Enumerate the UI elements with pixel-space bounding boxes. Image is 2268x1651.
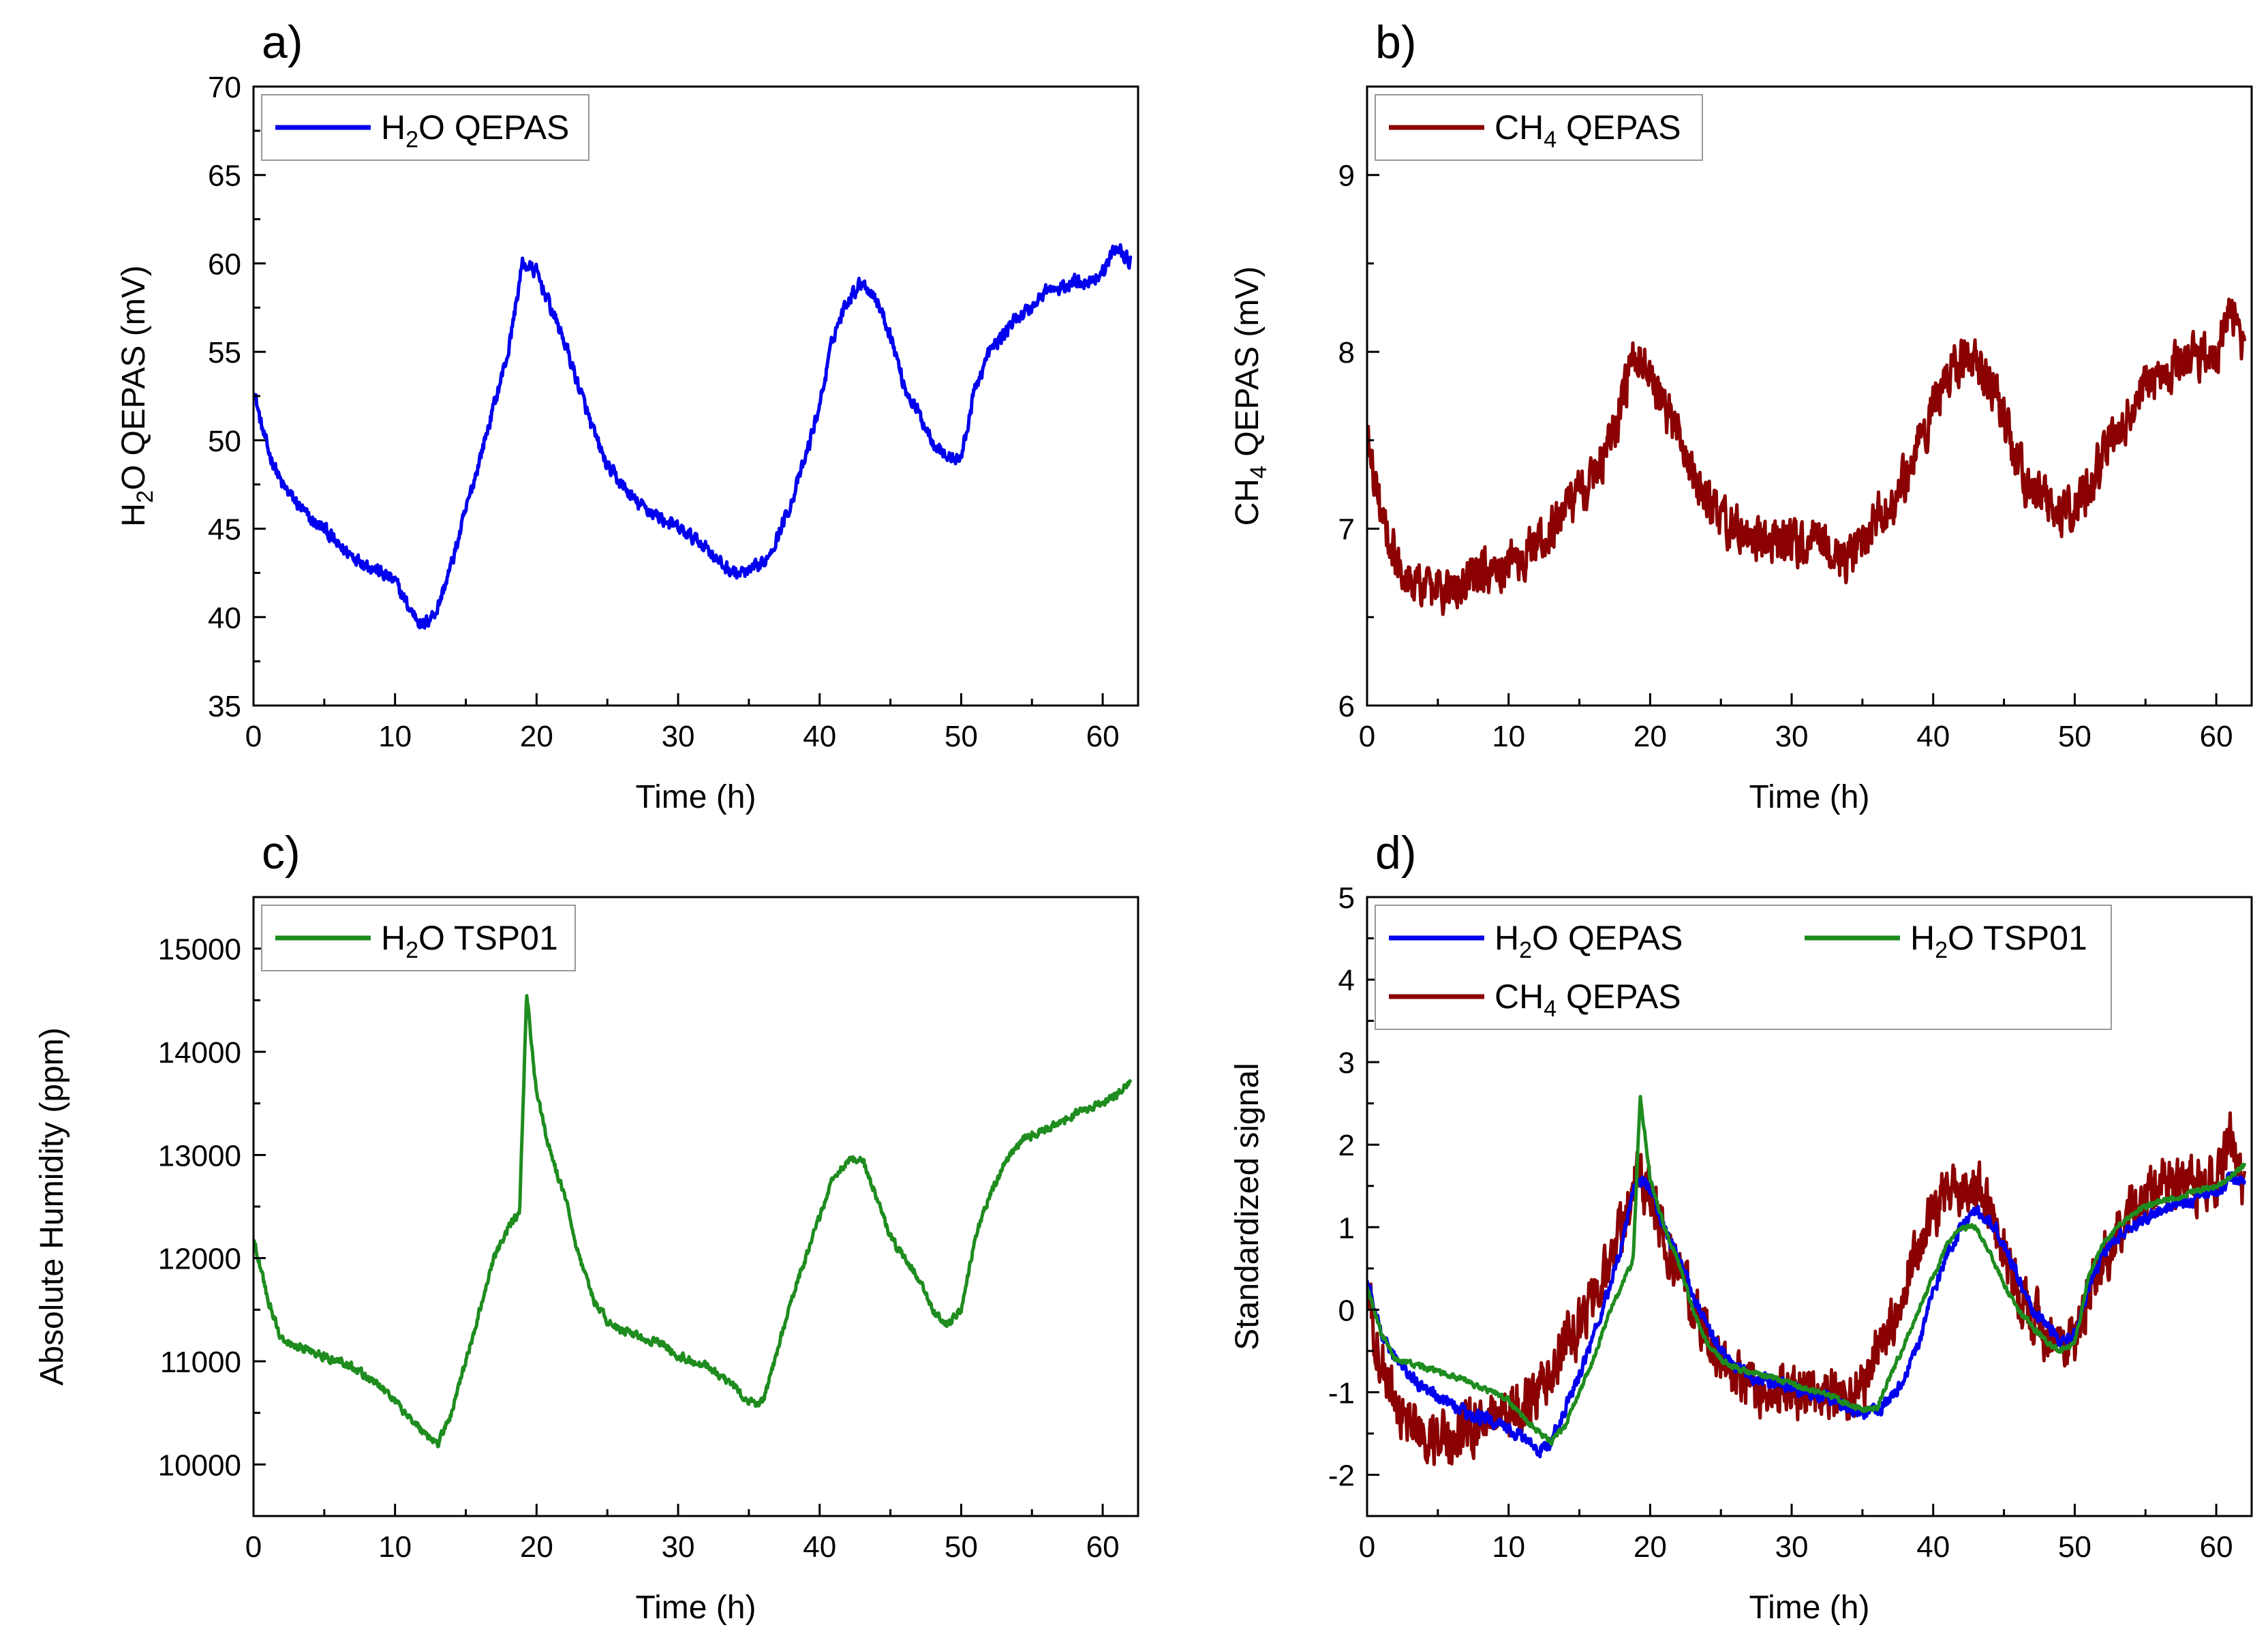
y-tick-label: -1 [1328,1376,1355,1410]
series-line [254,243,1133,630]
x-tick-label: 0 [1359,720,1375,753]
x-tick-label: 40 [803,720,836,753]
x-tick-label: 60 [1086,720,1120,753]
x-tick-label: 30 [1775,720,1809,753]
y-tick-label: 8 [1338,336,1355,369]
legend-label: H2O QEPAS [381,108,569,153]
legend: H2O QEPAS [261,94,589,161]
panel-letter: d) [1375,827,1416,879]
x-tick-label: 60 [2200,720,2233,753]
y-tick-label: 15000 [158,933,241,967]
x-tick-label: 10 [1492,1530,1525,1564]
y-tick-label: 35 [208,690,241,723]
panel-b: b) 0 10 20 30 40 50 60 6 7 8 9 Time (h) CH4 QEPAS (mV… [1229,16,2253,815]
x-tick-label: 10 [1492,720,1525,753]
y-tick-label: 45 [208,513,241,547]
y-tick-label: 50 [208,425,241,458]
legend-box [1375,905,2112,1030]
y-axis-title: Absolute Humidity (ppm) [34,1027,70,1386]
plot-frame [1366,896,2253,1517]
y-tick-label: 4 [1338,964,1355,997]
x-axis-title: Time (h) [636,779,756,815]
y-tick-label: 40 [208,601,241,635]
legend: H2O TSP01 [261,905,576,971]
x-tick-label: 0 [245,720,262,753]
legend: CH4 QEPAS [1375,94,1703,161]
x-tick-label: 50 [2058,720,2091,753]
x-tick-label: 20 [520,720,553,753]
y-tick-label: 13000 [158,1139,241,1172]
x-axis-title: Time (h) [1749,1590,1870,1626]
panel-a: a) 0 10 20 30 40 50 60 35 40 45 50 55 60 65 70 Time (h) H… [116,16,1139,815]
x-tick-label: 30 [662,720,695,753]
y-tick-label: 10000 [158,1449,241,1482]
legend: H2O QEPAS H2O TSP01 CH4 QEPAS [1375,905,2112,1030]
panel-c: c) 0 10 20 30 40 50 60 10000 11000 12000 13000 14000… [34,827,1139,1626]
series-line [1367,1095,2247,1446]
y-tick-label: 14000 [158,1036,241,1070]
y-tick-label: 3 [1338,1046,1355,1080]
x-tick-label: 0 [1359,1530,1375,1564]
x-tick-label: 50 [2058,1530,2091,1564]
x-tick-label: 30 [662,1530,695,1564]
x-tick-label: 10 [378,1530,412,1564]
plot-frame [252,85,1139,707]
panel-letter: c) [262,827,301,879]
x-tick-label: 30 [1775,1530,1809,1564]
y-axis-title: H2O QEPAS (mV) [116,265,158,526]
y-tick-label: 70 [208,71,241,104]
y-tick-label: 65 [208,160,241,193]
x-tick-label: 20 [520,1530,553,1564]
panel-letter: b) [1375,16,1416,68]
y-tick-label: 2 [1338,1129,1355,1162]
legend-label: CH4 QEPAS [1495,108,1681,153]
x-axis-title: Time (h) [1749,779,1870,815]
y-tick-label: 11000 [160,1346,241,1379]
y-tick-label: 60 [208,247,241,281]
legend-label: H2O TSP01 [1910,919,2087,963]
legend-label: H2O TSP01 [381,919,558,963]
x-tick-label: 60 [2200,1530,2233,1564]
x-tick-label: 20 [1634,720,1667,753]
y-tick-label: 7 [1338,513,1355,547]
x-tick-label: 40 [1916,720,1950,753]
y-axis-title: Standardized signal [1229,1063,1266,1350]
x-tick-label: 10 [378,720,412,753]
y-tick-label: 55 [208,336,241,369]
x-tick-label: 50 [945,720,978,753]
x-tick-label: 60 [1086,1530,1120,1564]
panel-d: d) 0 10 20 30 40 50 60 -2 -1 0 1 2 3 4 5 Time (h) Standar… [1229,827,2253,1626]
x-tick-label: 40 [1916,1530,1950,1564]
x-tick-label: 50 [945,1530,978,1564]
y-axis-title: CH4 QEPAS (mV) [1229,267,1272,526]
series-line [254,994,1133,1449]
x-tick-label: 0 [245,1530,262,1564]
panel-letter: a) [262,16,303,68]
series-line [1367,1111,2247,1466]
x-tick-label: 40 [803,1530,836,1564]
y-tick-label: 0 [1338,1294,1355,1327]
x-axis-title: Time (h) [636,1590,756,1626]
series-line [1367,297,2247,616]
y-tick-label: 1 [1338,1211,1355,1245]
y-tick-label: 12000 [158,1243,241,1276]
plot-frame [252,896,1139,1517]
y-tick-label: -2 [1328,1459,1355,1492]
y-tick-label: 9 [1338,160,1355,193]
legend-label: H2O QEPAS [1495,919,1683,963]
y-tick-label: 6 [1338,690,1355,723]
legend-label: CH4 QEPAS [1495,978,1681,1022]
plot-frame [1366,85,2253,707]
x-tick-label: 20 [1634,1530,1667,1564]
y-tick-label: 5 [1338,881,1355,915]
